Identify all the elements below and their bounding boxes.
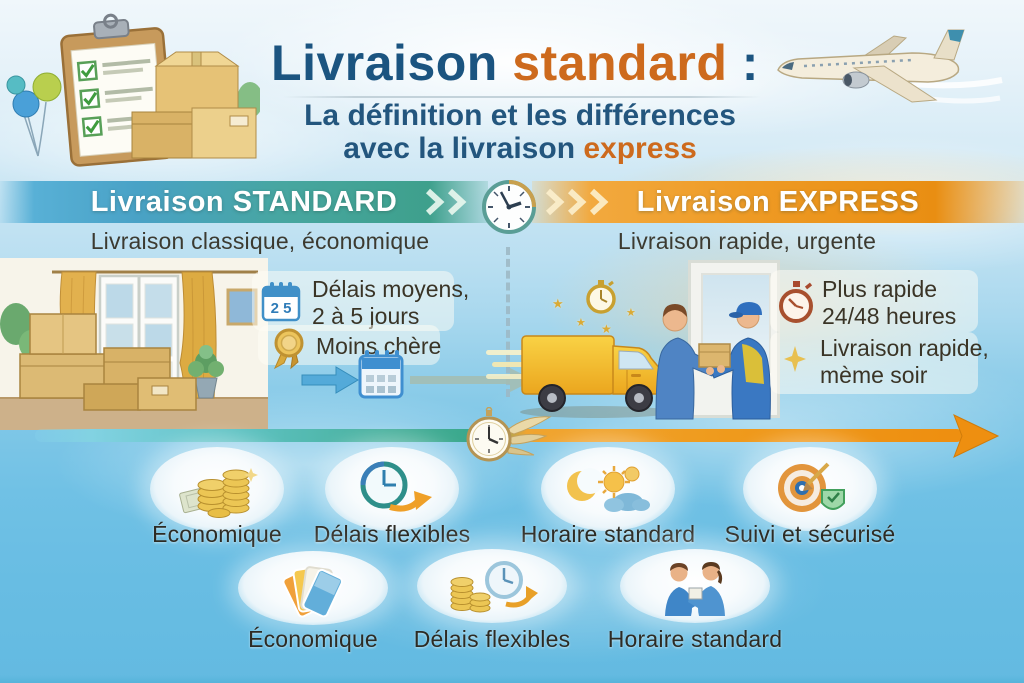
chevrons-right-icon <box>545 188 609 216</box>
title-main: Livraison <box>271 35 498 91</box>
handover-icon <box>665 562 725 616</box>
title-divider <box>283 96 761 98</box>
star-icon: ★ <box>576 317 586 329</box>
stopwatch-icon <box>779 281 813 323</box>
calendar-digits: 2 5 <box>271 300 292 317</box>
potted-plant-icon <box>188 345 224 399</box>
balloon-blue <box>12 90 40 118</box>
clock-icon <box>482 180 536 234</box>
package-icon <box>698 343 731 368</box>
banner-express-label: Livraison EXPRESS <box>636 185 920 218</box>
package-handover-illustration <box>655 302 771 420</box>
arrow-right-gray-icon <box>410 368 534 392</box>
clipboard-boxes-illustration <box>6 13 260 167</box>
express-feature-1-text: Plus rapide 24/48 heures <box>822 276 957 330</box>
arrow-right-blue-icon <box>301 366 359 394</box>
bubble-suivi-securise <box>743 447 877 531</box>
row2-label-delais-flexibles: Délais flexibles <box>413 626 571 652</box>
clock-forward-icon <box>360 461 432 512</box>
bubble-horaire-standard <box>541 447 675 531</box>
express-feature-2-text: Livraison rapide, mème soir <box>820 335 989 389</box>
medal-icon <box>273 328 304 370</box>
star-icon: ★ <box>552 296 564 311</box>
banner-livraison-express: Livraison EXPRESS <box>532 181 1024 223</box>
coins-clock-icon <box>450 561 538 613</box>
parcel-boxes-icon <box>131 51 257 159</box>
express-feature-panel-2 <box>770 332 978 394</box>
subtitle-line2-prefix: avec la livraison <box>343 132 584 165</box>
stacked-boxes-icon <box>19 313 197 411</box>
subtitle-line2-accent: express <box>583 132 697 165</box>
timeline-arrowhead-icon <box>953 414 1000 458</box>
sparkle-icon <box>784 346 806 372</box>
delivery-van-icon <box>486 335 673 418</box>
bottom-edge <box>0 675 1024 683</box>
star-icon: ★ <box>626 307 636 319</box>
coins-icon <box>179 468 258 518</box>
banner-standard-label: Livraison STANDARD <box>90 185 398 218</box>
bubble-economique-2 <box>238 551 388 625</box>
day-night-icon <box>567 466 650 512</box>
standard-tagline: Livraison classique, économique <box>90 228 430 254</box>
bubble-horaire-standard-2 <box>620 549 770 623</box>
target-shield-icon <box>778 462 845 512</box>
star-icon: ★ <box>601 322 612 336</box>
stopwatch-gold-icon <box>586 280 616 314</box>
section-divider <box>506 247 510 397</box>
row2-label-horaire-standard: Horaire standard <box>607 626 783 652</box>
row1-label-economique: Économique <box>152 521 282 547</box>
calendar-icon: 2 5 <box>261 282 301 322</box>
title-colon: : <box>727 35 759 91</box>
calendar-icon <box>358 350 404 399</box>
banner-livraison-standard: Livraison STANDARD <box>0 181 488 223</box>
bubble-economique <box>150 447 284 531</box>
subtitle-line2: avec la livraison express <box>250 132 790 166</box>
winged-clock-icon <box>466 407 552 462</box>
title-accent: standard <box>497 35 728 91</box>
page-title: Livraison standard : <box>230 34 800 92</box>
standard-feature-1-text: Délais moyens, 2 à 5 jours <box>312 276 470 330</box>
balloon-green <box>32 72 62 102</box>
row1-label-suivi-securise: Suivi et sécurisé <box>724 521 896 547</box>
row2-label-economique: Économique <box>248 626 378 652</box>
balloon-teal <box>6 75 26 95</box>
bubble-delais-flexibles-2 <box>417 549 567 623</box>
airplane-icon <box>777 29 1003 104</box>
cap-icon <box>736 302 762 315</box>
bubble-delais-flexibles <box>325 447 459 531</box>
cards-icon <box>282 566 344 618</box>
chevrons-right-icon <box>425 188 467 216</box>
row1-label-delais-flexibles: Délais flexibles <box>313 521 471 547</box>
subtitle-line1: La définition et les différences <box>304 99 736 132</box>
row1-label-horaire-standard: Horaire standard <box>520 521 696 547</box>
express-tagline: Livraison rapide, urgente <box>617 228 877 254</box>
house-delivery-scene <box>0 258 268 430</box>
